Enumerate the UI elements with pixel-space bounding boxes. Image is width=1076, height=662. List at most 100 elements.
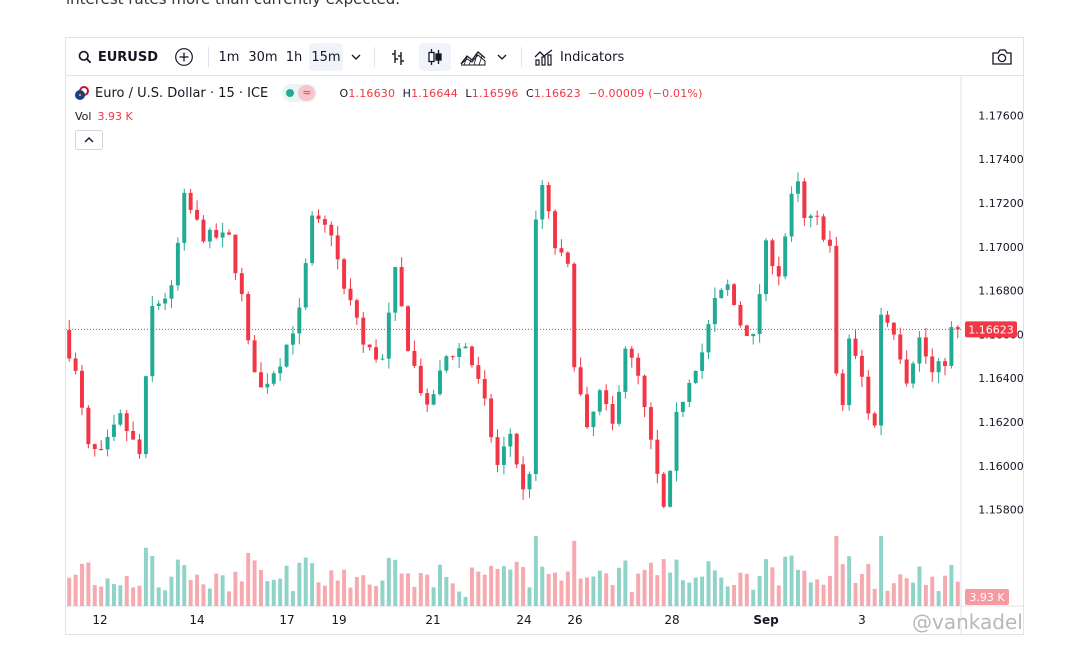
chart-plot-area[interactable]: 1.17600 1.17400 1.17200 1.17000 1.16800 1.166… bbox=[66, 76, 1023, 634]
volume-bar bbox=[591, 576, 596, 606]
candle-body bbox=[853, 338, 858, 356]
snapshot-button[interactable] bbox=[988, 43, 1016, 71]
candle-body bbox=[425, 393, 430, 405]
volume-bar bbox=[668, 572, 673, 606]
volume-bar bbox=[489, 565, 494, 606]
volume-bar bbox=[233, 571, 238, 606]
candle-body bbox=[463, 346, 468, 349]
candle-body bbox=[406, 306, 410, 351]
volume-bar bbox=[118, 585, 123, 606]
candle-body bbox=[885, 314, 890, 323]
candle-body bbox=[124, 413, 129, 432]
candle-body bbox=[687, 382, 692, 402]
candle-body bbox=[335, 235, 340, 260]
candle-body bbox=[150, 305, 155, 377]
volume-bar bbox=[853, 582, 858, 606]
volume-bar bbox=[354, 576, 359, 606]
interval-1m-button[interactable]: 1m bbox=[218, 49, 240, 65]
candle-body bbox=[655, 439, 660, 474]
candle-body bbox=[310, 215, 315, 264]
price-axis-label: 1.16200 bbox=[978, 416, 1023, 429]
candle-body bbox=[623, 348, 628, 392]
volume-bar bbox=[802, 570, 807, 606]
volume-bar bbox=[661, 559, 666, 606]
candle-body bbox=[239, 273, 244, 295]
candle-body bbox=[783, 236, 788, 277]
volume-bar bbox=[111, 583, 116, 606]
candle-body bbox=[923, 337, 928, 357]
candle-body bbox=[680, 401, 685, 412]
candle-body bbox=[661, 473, 666, 507]
bar-chart-button[interactable] bbox=[384, 43, 412, 71]
volume-bar bbox=[565, 571, 570, 606]
volume-bar bbox=[252, 560, 257, 606]
candle-body bbox=[546, 185, 551, 212]
candle-body bbox=[521, 464, 526, 490]
price-axis-label: 1.16000 bbox=[978, 460, 1023, 473]
time-axis-label: Sep bbox=[753, 613, 779, 627]
indicators-button[interactable]: Indicators bbox=[530, 43, 634, 71]
volume-bar bbox=[150, 555, 155, 606]
volume-bar bbox=[648, 562, 653, 606]
symbol-search-button[interactable]: EURUSD bbox=[74, 43, 158, 71]
candle-body bbox=[252, 340, 257, 373]
currency-flags-icon bbox=[75, 86, 89, 100]
candle-body bbox=[86, 407, 91, 445]
candle-body bbox=[943, 361, 947, 366]
candle-body bbox=[872, 413, 877, 426]
candlestick-chart-button[interactable] bbox=[419, 43, 451, 71]
volume-bar bbox=[227, 591, 231, 606]
chart-type-dropdown[interactable] bbox=[493, 43, 511, 71]
market-status-badge[interactable]: ≈ bbox=[282, 84, 318, 102]
volume-bar bbox=[674, 559, 679, 606]
chevron-down-icon bbox=[497, 54, 507, 60]
candle-body bbox=[469, 346, 474, 366]
volume-bar bbox=[821, 584, 826, 606]
volume-bar bbox=[930, 576, 935, 606]
chevron-up-icon bbox=[84, 137, 94, 143]
volume-bar bbox=[744, 573, 749, 606]
candle-body bbox=[508, 433, 513, 447]
volume-bar bbox=[137, 585, 142, 606]
candle-body bbox=[866, 376, 871, 414]
candle-body bbox=[450, 356, 455, 358]
volume-bar bbox=[201, 584, 206, 606]
volume-bar bbox=[278, 578, 283, 606]
collapse-legend-button[interactable] bbox=[75, 130, 103, 150]
volume-bar bbox=[239, 581, 244, 606]
candle-body bbox=[565, 252, 570, 264]
volume-bar bbox=[693, 577, 698, 606]
volume-bar bbox=[783, 556, 788, 606]
camera-icon bbox=[992, 49, 1012, 65]
volume-bar bbox=[246, 552, 251, 606]
interval-dropdown[interactable] bbox=[347, 43, 365, 71]
candle-body bbox=[501, 446, 506, 465]
toolbar-separator bbox=[521, 47, 522, 67]
interval-30m-button[interactable]: 30m bbox=[248, 49, 278, 65]
interval-15m-button[interactable]: 15m bbox=[309, 43, 343, 71]
volume-bar bbox=[418, 573, 423, 606]
candle-body bbox=[137, 439, 142, 455]
volume-bar bbox=[322, 585, 327, 606]
volume-bar bbox=[719, 577, 724, 606]
volume-bar bbox=[904, 578, 909, 606]
last-price-tag bbox=[965, 321, 1017, 338]
chart-legend: Euro / U.S. Dollar · 15 · ICE ≈ O1.16630… bbox=[74, 84, 703, 102]
interval-1h-button[interactable]: 1h bbox=[285, 49, 303, 65]
candle-body bbox=[195, 209, 200, 220]
candle-body bbox=[712, 298, 717, 325]
volume-bar bbox=[412, 586, 417, 606]
volume-bar bbox=[195, 574, 200, 606]
volume-bar bbox=[559, 580, 564, 606]
candle-body bbox=[840, 373, 845, 406]
price-axis-label: 1.17200 bbox=[978, 197, 1023, 210]
chart-type-icon bbox=[460, 51, 486, 66]
candle-body bbox=[143, 376, 148, 455]
compare-symbol-button[interactable] bbox=[170, 43, 198, 71]
volume-bar bbox=[859, 574, 864, 606]
candlestick-chart[interactable]: 1.17600 1.17400 1.17200 1.17000 1.16800 1.166… bbox=[66, 76, 1023, 634]
chart-toolbar: EURUSD 1m 30m 1h 15m Indicators bbox=[66, 38, 1023, 76]
volume-bar bbox=[923, 584, 928, 606]
chart-type-button[interactable] bbox=[458, 43, 488, 71]
volume-bar bbox=[943, 575, 947, 606]
